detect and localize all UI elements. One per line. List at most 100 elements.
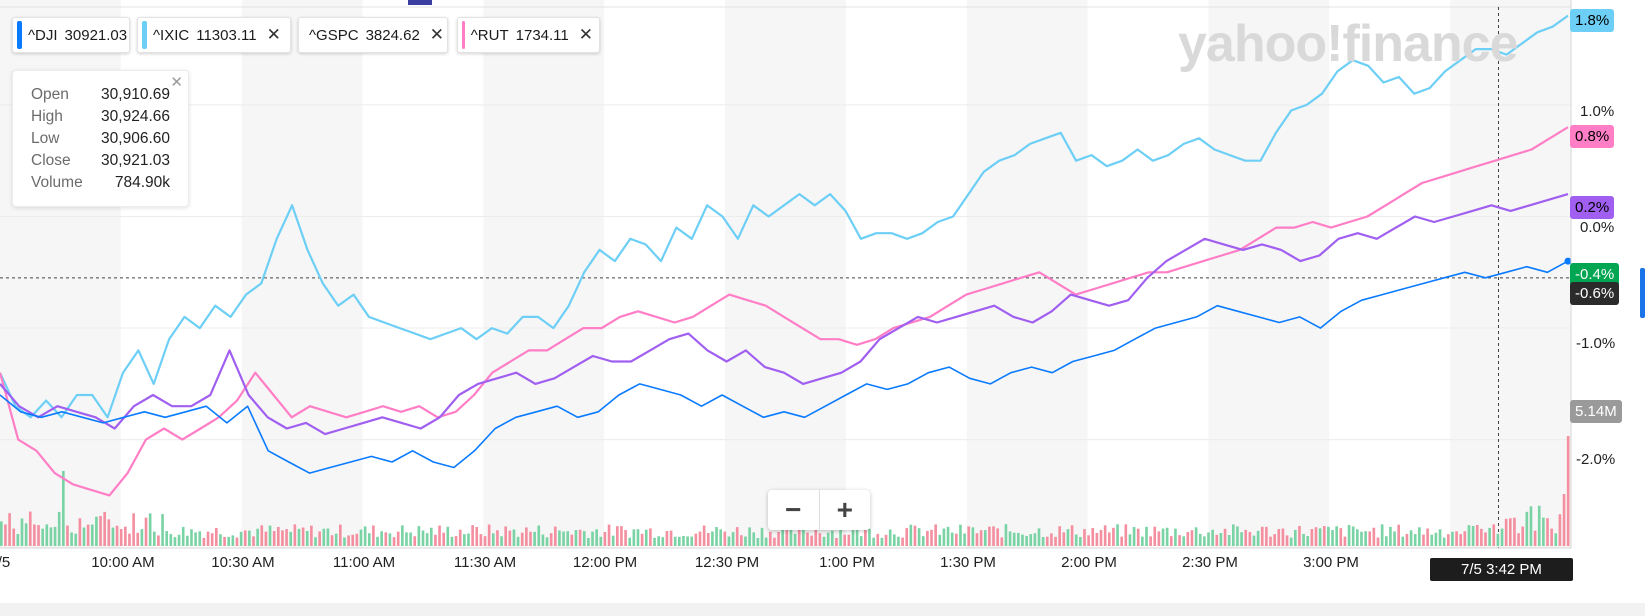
ohlc-value: 30,910.69 xyxy=(101,86,170,103)
volume-bar xyxy=(967,526,971,546)
volume-bar xyxy=(971,527,975,546)
remove-ticker-icon[interactable]: ✕ xyxy=(578,25,593,44)
volume-bar xyxy=(504,526,508,546)
volume-bar xyxy=(396,531,400,546)
volume-bar xyxy=(157,535,160,546)
volume-value-badge: 5.14M xyxy=(1570,400,1622,423)
volume-bar xyxy=(570,534,574,546)
volume-bar xyxy=(438,525,441,546)
volume-bar xyxy=(859,536,863,546)
volume-bar xyxy=(1504,518,1508,546)
volume-bar xyxy=(388,533,392,546)
volume-bar xyxy=(756,537,760,546)
volume-bar xyxy=(434,534,437,546)
y-tick-label: -1.0% xyxy=(1576,335,1616,352)
volume-bar xyxy=(1008,531,1012,546)
volume-bar xyxy=(1542,517,1545,546)
volume-bar xyxy=(1442,537,1446,546)
x-tick-label: 3:00 PM xyxy=(1303,554,1359,571)
volume-bar xyxy=(1289,537,1293,546)
volume-bar xyxy=(1091,528,1095,546)
volume-bar xyxy=(975,533,979,546)
volume-bar xyxy=(66,525,69,546)
volume-bar xyxy=(359,529,363,546)
volume-bar xyxy=(1037,528,1041,546)
zoom-out-button[interactable]: − xyxy=(785,494,802,525)
gridlines xyxy=(0,6,1571,441)
remove-ticker-icon[interactable]: ✕ xyxy=(429,25,445,44)
x-tick-label: 2:00 PM xyxy=(1061,554,1117,571)
volume-bar xyxy=(20,518,24,546)
volume-bar xyxy=(1500,528,1504,546)
time-band xyxy=(1208,0,1330,548)
remove-ticker-icon[interactable]: ✕ xyxy=(266,25,281,44)
volume-bar xyxy=(1405,533,1409,546)
close-icon[interactable]: ✕ xyxy=(170,74,183,91)
ohlc-label: Low xyxy=(31,130,60,147)
series-line-gspc xyxy=(0,193,1569,436)
volume-bar xyxy=(1041,537,1045,546)
volume-bar xyxy=(322,528,326,546)
volume-bar xyxy=(1364,531,1367,546)
volume-bar xyxy=(458,529,462,546)
volume-bar xyxy=(1128,534,1132,546)
volume-bar xyxy=(1169,536,1173,546)
volume-bar xyxy=(909,524,913,546)
volume-bar xyxy=(334,533,338,546)
volume-bar xyxy=(983,530,987,546)
ticker-chip-dji[interactable]: ^DJI 30921.03 xyxy=(12,17,130,53)
ticker-value: 11303.11 xyxy=(196,26,257,44)
ticker-value: 1734.11 xyxy=(515,26,569,44)
volume-bar xyxy=(1558,514,1562,546)
time-band xyxy=(362,0,484,548)
volume-bar xyxy=(661,537,665,546)
volume-bar xyxy=(57,511,61,546)
volume-bar xyxy=(913,525,917,546)
volume-bar xyxy=(446,526,450,546)
side-panel-tab[interactable] xyxy=(1640,268,1645,318)
volume-bar xyxy=(1380,524,1384,546)
volume-bar xyxy=(243,530,247,546)
volume-bar xyxy=(1314,527,1318,546)
time-bands xyxy=(0,0,1571,548)
volume-bar xyxy=(1397,524,1400,546)
ohlc-row-close: Close 30,921.03 xyxy=(31,152,170,174)
ticker-chip-gspc[interactable]: ^GSPC 3824.62 ✕ xyxy=(298,17,448,53)
ticker-color-bar xyxy=(142,21,147,49)
volume-bar xyxy=(260,525,264,546)
volume-bar xyxy=(1157,531,1161,546)
volume-bar xyxy=(1413,534,1417,546)
volume-bar xyxy=(702,525,706,546)
volume-bar xyxy=(1074,534,1078,546)
time-band xyxy=(604,0,726,548)
ohlc-tooltip: ✕ Open 30,910.69 High 30,924.66 Low 30,9… xyxy=(12,70,189,207)
x-tick-label: 10:30 AM xyxy=(211,554,275,571)
volume-bar xyxy=(1194,527,1198,546)
volume-bar xyxy=(305,530,309,546)
volume-bar xyxy=(1480,528,1483,546)
volume-bar xyxy=(529,531,532,546)
time-band xyxy=(483,0,605,548)
ticker-chip-rut[interactable]: ^RUT 1734.11 ✕ xyxy=(457,17,600,53)
volume-bar xyxy=(1012,532,1016,546)
volume-bar xyxy=(1546,518,1549,546)
volume-bar xyxy=(591,531,594,546)
volume-bar xyxy=(500,536,503,546)
volume-bar xyxy=(62,471,65,546)
volume-bar xyxy=(942,528,946,546)
volume-bar xyxy=(731,532,735,546)
last-value-badge-dji: -0.4% xyxy=(1570,263,1620,286)
volume-bar xyxy=(429,527,433,546)
volume-bar xyxy=(463,534,466,546)
zoom-in-button[interactable]: + xyxy=(836,494,853,525)
volume-bar xyxy=(620,526,623,546)
volume-bar xyxy=(177,534,181,546)
last-value-badge-gspc: 0.2% xyxy=(1570,196,1615,219)
volume-bar xyxy=(107,519,111,546)
volume-bar xyxy=(988,526,991,546)
volume-bar xyxy=(1294,529,1297,546)
volume-bar xyxy=(785,524,789,546)
ticker-chip-ixic[interactable]: ^IXIC 11303.11 ✕ xyxy=(137,17,291,53)
volume-bar xyxy=(1174,528,1177,546)
